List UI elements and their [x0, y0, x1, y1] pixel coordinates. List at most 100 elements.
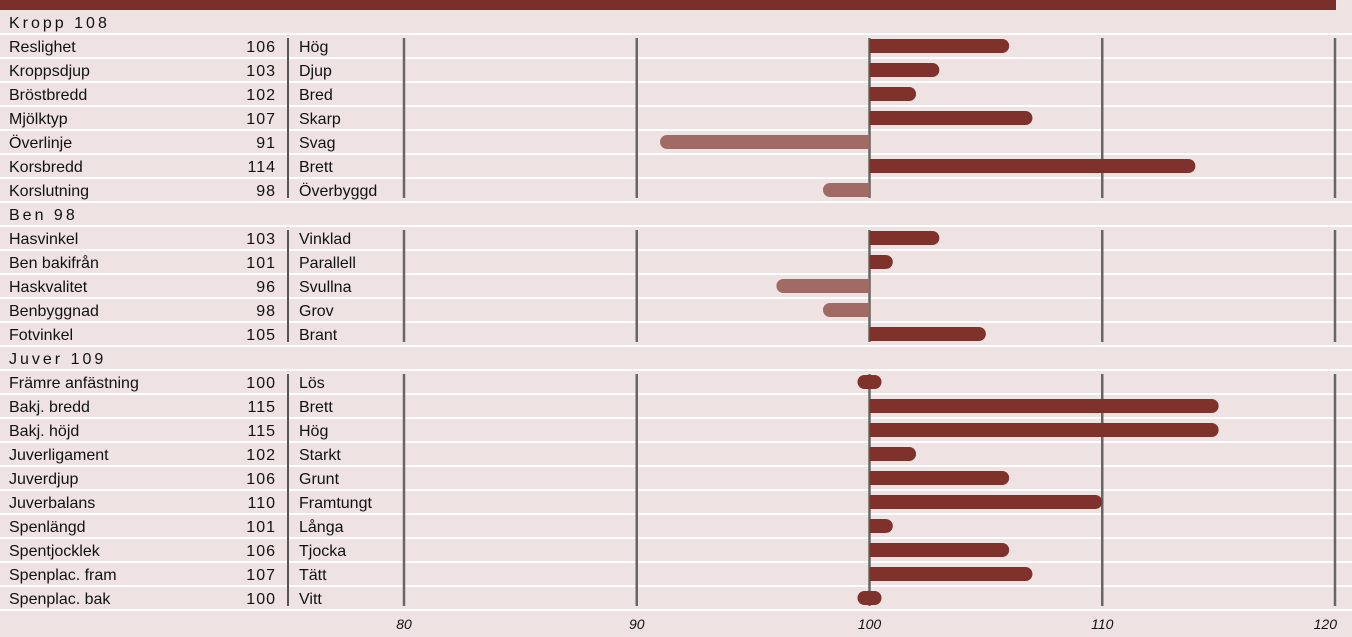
trait-label: Spenlängd [9, 519, 86, 536]
bar-base [869, 471, 877, 485]
bar-base [869, 327, 877, 341]
bar [822, 183, 870, 197]
section-title: Kropp 108 [9, 15, 110, 32]
trait-description: Överbyggd [299, 182, 377, 200]
bar [869, 159, 1196, 173]
trait-label: Juverdjup [9, 471, 78, 488]
bar [869, 39, 1010, 53]
trait-label: Spenplac. bak [9, 591, 111, 608]
trait-label: Haskvalitet [9, 279, 88, 296]
x-tick-label: 100 [858, 616, 882, 632]
trait-description: Långa [299, 518, 344, 536]
trait-label: Bakj. bredd [9, 399, 90, 416]
bar [869, 447, 917, 461]
trait-label: Juverbalans [9, 495, 95, 512]
bar-base [869, 255, 877, 269]
trait-value: 115 [247, 399, 276, 416]
trait-value: 103 [246, 231, 276, 248]
trait-description: Lös [299, 375, 325, 392]
trait-value: 107 [246, 111, 276, 128]
trait-value: 101 [246, 519, 276, 536]
trait-value: 102 [246, 447, 276, 464]
bar [869, 495, 1103, 509]
trait-label: Fotvinkel [9, 327, 73, 344]
trait-description: Svag [299, 135, 335, 152]
trait-description: Parallell [299, 255, 356, 272]
bar-base [869, 63, 877, 77]
bar [869, 399, 1219, 413]
trait-label: Benbyggnad [9, 303, 99, 320]
trait-description: Brett [299, 159, 333, 176]
bar-base [869, 87, 877, 101]
trait-label: Bröstbredd [9, 87, 87, 104]
trait-description: Starkt [299, 447, 341, 464]
trait-value: 100 [246, 591, 276, 608]
trait-value: 98 [256, 183, 276, 200]
trait-value: 106 [246, 471, 276, 488]
x-tick-label: 80 [396, 616, 412, 632]
trait-description: Brett [299, 399, 333, 416]
bar [822, 303, 870, 317]
section-title: Ben 98 [9, 207, 78, 224]
trait-label: Överlinje [9, 134, 72, 152]
trait-value: 101 [246, 255, 276, 272]
trait-value: 106 [246, 39, 276, 56]
section-title: Juver 109 [9, 351, 106, 368]
x-tick-label: 110 [1091, 616, 1114, 632]
bar-base [869, 447, 877, 461]
bar-base [862, 183, 870, 197]
trait-label: Juverligament [9, 447, 109, 464]
trait-description: Grunt [299, 471, 340, 488]
bar [869, 87, 917, 101]
trait-value: 96 [256, 279, 276, 296]
bar-base [869, 519, 877, 533]
bar-base [869, 399, 877, 413]
bar-base [869, 111, 877, 125]
trait-description: Svullna [299, 279, 352, 296]
bar [869, 63, 940, 77]
trait-label: Hasvinkel [9, 231, 78, 248]
trait-description: Hög [299, 39, 328, 56]
bar [869, 567, 1033, 581]
bar [869, 231, 940, 245]
trait-description: Hög [299, 423, 328, 440]
trait-description: Framtungt [299, 495, 372, 512]
trait-value: 106 [246, 543, 276, 560]
bar [776, 279, 870, 293]
bar-base [862, 303, 870, 317]
trait-value: 98 [256, 303, 276, 320]
bar-base [869, 159, 877, 173]
trait-description: Vitt [299, 591, 322, 608]
trait-value: 100 [246, 375, 276, 392]
trait-value: 114 [247, 159, 276, 176]
trait-description: Tätt [299, 567, 327, 584]
bar [869, 423, 1219, 437]
trait-label: Korsbredd [9, 159, 83, 176]
trait-value: 105 [246, 327, 276, 344]
bar [869, 471, 1010, 485]
trait-label: Spenplac. fram [9, 567, 117, 584]
trait-value: 102 [246, 87, 276, 104]
bar-base [869, 567, 877, 581]
bar-base [869, 495, 877, 509]
bar-base [862, 279, 870, 293]
bar [857, 375, 882, 389]
trait-value: 103 [246, 63, 276, 80]
trait-description: Grov [299, 303, 334, 320]
trait-label: Främre anfästning [9, 375, 139, 392]
trait-description: Brant [299, 327, 338, 344]
bar-base [869, 543, 877, 557]
trait-label: Spentjocklek [9, 543, 101, 560]
bar [660, 135, 870, 149]
trait-description: Tjocka [299, 543, 346, 560]
bar [857, 591, 882, 605]
trait-label: Kroppsdjup [9, 63, 90, 80]
trait-label: Ben bakifrån [9, 254, 99, 272]
bar-base [869, 39, 877, 53]
trait-description: Bred [299, 87, 333, 104]
trait-label: Reslighet [9, 39, 76, 56]
trait-label: Bakj. höjd [9, 423, 79, 440]
trait-value: 115 [247, 423, 276, 440]
trait-value: 107 [246, 567, 276, 584]
bar [869, 327, 986, 341]
